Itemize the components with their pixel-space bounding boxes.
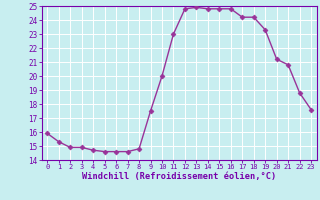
X-axis label: Windchill (Refroidissement éolien,°C): Windchill (Refroidissement éolien,°C) (82, 172, 276, 181)
